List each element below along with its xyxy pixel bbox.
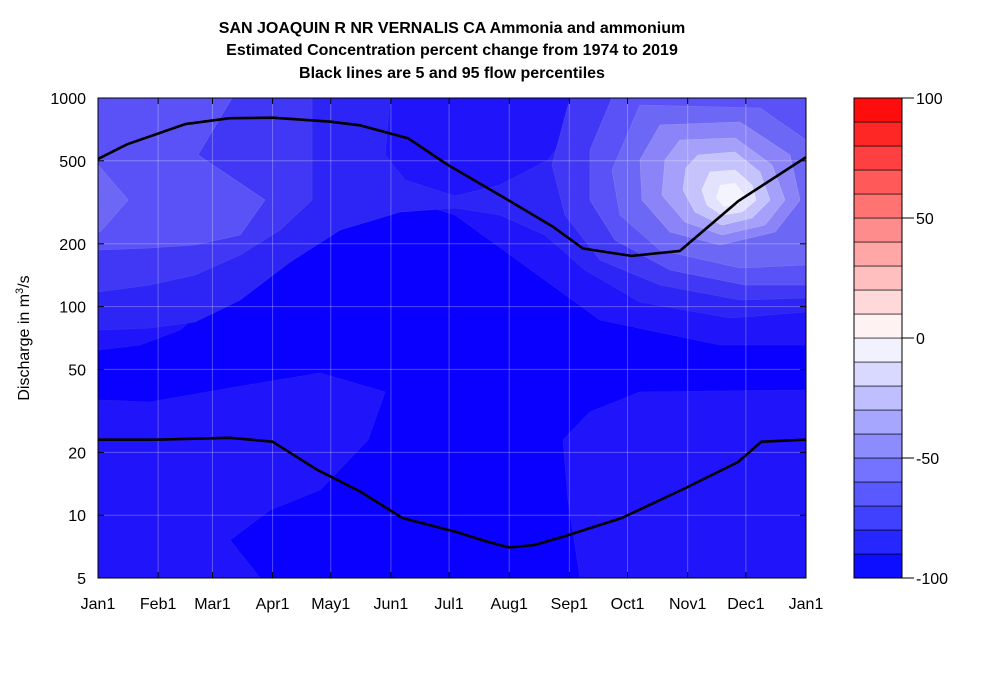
x-tick-label: Jan1 (789, 596, 824, 613)
y-axis: 5 10 20 50 100 200 500 1000 (50, 91, 806, 588)
colorbar: 100 50 0 -50 -100 (853, 91, 948, 588)
flow-percentile-95-line (98, 116, 806, 258)
x-tick-label: Jun1 (374, 596, 409, 613)
contour-band-minus-50 (98, 164, 129, 233)
contour-band-minus-60 (98, 98, 266, 251)
colorbar-segment (853, 265, 903, 291)
y-tick-label: 200 (59, 237, 86, 254)
colorbar-segment (853, 241, 903, 267)
y-tick-label: 1000 (50, 91, 86, 108)
colorbar-segment (853, 553, 903, 579)
y-tick-label: 100 (59, 300, 86, 317)
colorbar-segment (853, 337, 903, 363)
flow-percentile-lines (98, 116, 806, 549)
contour-layers (98, 98, 806, 578)
colorbar-segment (853, 193, 903, 219)
colorbar-segment (853, 433, 903, 459)
x-tick-label: Jul1 (434, 596, 463, 613)
contour-band-minus-90-lower (98, 372, 386, 578)
colorbar-segment (853, 361, 903, 387)
colorbar-tick-label: 50 (916, 211, 934, 228)
colorbar-segment (853, 145, 903, 171)
y-tick-label: 10 (68, 508, 86, 525)
colorbar-segment (853, 505, 903, 531)
colorbar-tick-label: 0 (916, 331, 925, 348)
colorbar-segment (853, 169, 903, 195)
y-tick-label: 50 (68, 362, 86, 379)
y-axis-label: Discharge in m3/s (14, 275, 33, 400)
colorbar-segment (853, 409, 903, 435)
x-tick-label: Dec1 (727, 596, 764, 613)
flow-percentile-5-line (98, 436, 806, 549)
colorbar-segment (853, 289, 903, 315)
x-tick-label: Mar1 (194, 596, 231, 613)
contour-plot (97, 97, 807, 579)
colorbar-segment (853, 481, 903, 507)
x-tick-label: Jan1 (81, 596, 116, 613)
colorbar-tick-label: 100 (916, 91, 943, 108)
colorbar-segment (853, 529, 903, 555)
colorbar-segment (853, 457, 903, 483)
x-tick-label: Apr1 (256, 596, 290, 613)
colorbar-segment (853, 97, 903, 123)
x-tick-label: Feb1 (140, 596, 177, 613)
y-tick-label: 500 (59, 154, 86, 171)
chart-title-line-2: Estimated Concentration percent change f… (226, 42, 678, 59)
colorbar-segment (853, 385, 903, 411)
x-tick-label: Nov1 (669, 596, 706, 613)
colorbar-tick-label: -100 (916, 571, 948, 588)
x-tick-label: Oct1 (611, 596, 645, 613)
y-axis-label-superscript: 3 (14, 288, 26, 294)
colorbar-segment (853, 121, 903, 147)
grid-lines (98, 98, 806, 578)
x-tick-label: May1 (311, 596, 350, 613)
y-axis-label-prefix: Discharge in m (16, 294, 33, 401)
y-axis-label-suffix: /s (16, 275, 33, 287)
x-axis: Jan1 Feb1 Mar1 Apr1 May1 Jun1 Jul1 Aug1 Sep1 Oct1… (81, 98, 824, 613)
colorbar-segment (853, 313, 903, 339)
x-tick-label: Aug1 (491, 596, 528, 613)
colorbar-tick-label: -50 (916, 451, 939, 468)
plot-frame (97, 97, 807, 579)
chart-title-line-1: SAN JOAQUIN R NR VERNALIS CA Ammonia and… (219, 20, 685, 37)
y-tick-label: 20 (68, 445, 86, 462)
colorbar-segment (853, 217, 903, 243)
x-tick-label: Sep1 (551, 596, 588, 613)
chart-title-line-3: Black lines are 5 and 95 flow percentile… (299, 65, 605, 82)
y-tick-label: 5 (77, 571, 86, 588)
